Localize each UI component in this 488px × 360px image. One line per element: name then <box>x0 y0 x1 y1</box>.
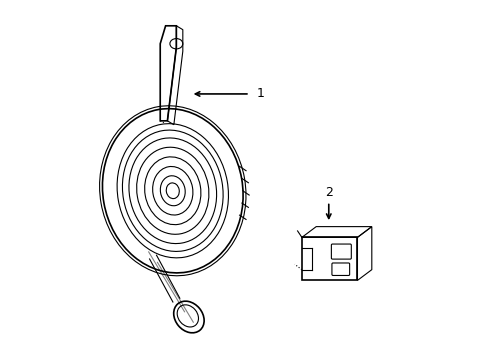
Text: 2: 2 <box>324 186 332 199</box>
Text: 1: 1 <box>257 87 264 100</box>
